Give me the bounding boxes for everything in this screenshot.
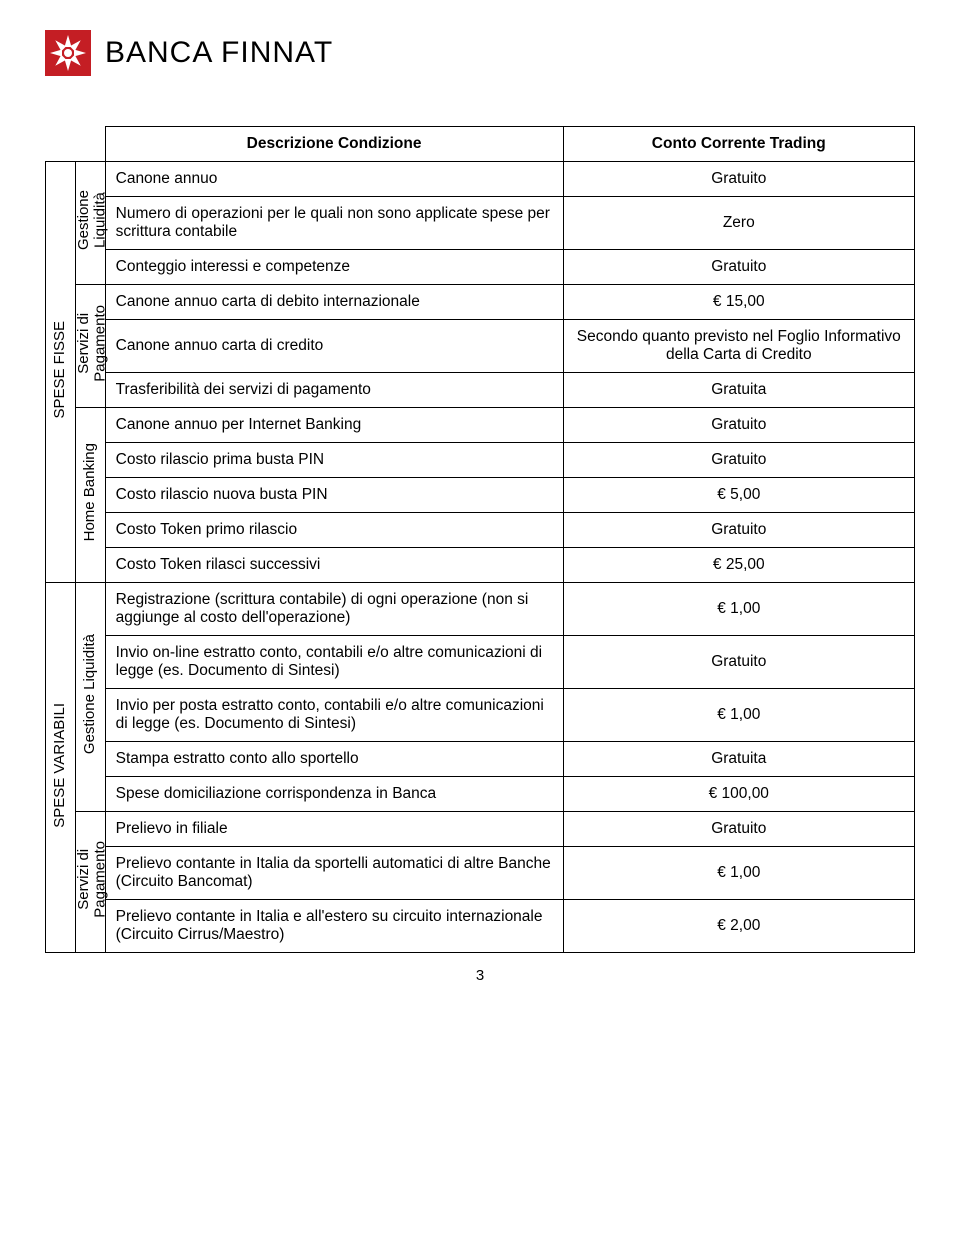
table-row: Trasferibilità dei servizi di pagamento … xyxy=(46,373,915,408)
table-row: Conteggio interessi e competenze Gratuit… xyxy=(46,250,915,285)
cell-val: € 25,00 xyxy=(563,548,914,583)
table-row: Costo rilascio prima busta PIN Gratuito xyxy=(46,443,915,478)
cell-val: Gratuita xyxy=(563,742,914,777)
cell-val: € 5,00 xyxy=(563,478,914,513)
conditions-table: Descrizione Condizione Conto Corrente Tr… xyxy=(45,126,915,953)
table-row: Invio per posta estratto conto, contabil… xyxy=(46,689,915,742)
table-row: Stampa estratto conto allo sportello Gra… xyxy=(46,742,915,777)
cell-val: Secondo quanto previsto nel Foglio Infor… xyxy=(563,320,914,373)
group-home-banking: Home Banking xyxy=(75,408,105,583)
cell-desc: Prelievo in filiale xyxy=(105,812,563,847)
cell-desc: Stampa estratto conto allo sportello xyxy=(105,742,563,777)
cell-val: € 2,00 xyxy=(563,900,914,953)
cell-val: Gratuito xyxy=(563,812,914,847)
cell-val: Gratuito xyxy=(563,443,914,478)
group-gestione-liquidita-2: Gestione Liquidità xyxy=(75,583,105,812)
cell-desc: Spese domiciliazione corrispondenza in B… xyxy=(105,777,563,812)
group-gestione-liquidita: Gestione Liquidità xyxy=(75,162,105,285)
brand-logo-icon xyxy=(45,30,91,76)
cell-desc: Invio per posta estratto conto, contabil… xyxy=(105,689,563,742)
cell-desc: Canone annuo carta di debito internazion… xyxy=(105,285,563,320)
cell-desc: Canone annuo carta di credito xyxy=(105,320,563,373)
cell-val: Gratuito xyxy=(563,636,914,689)
brand-name: BANCA FINNAT xyxy=(105,36,333,70)
table-row: SPESE VARIABILI Gestione Liquidità Regis… xyxy=(46,583,915,636)
table-row: SPESE FISSE Gestione Liquidità Canone an… xyxy=(46,162,915,197)
table-row: Prelievo contante in Italia da sportelli… xyxy=(46,847,915,900)
cell-val: Gratuito xyxy=(563,162,914,197)
cell-desc: Prelievo contante in Italia da sportelli… xyxy=(105,847,563,900)
cell-val: Gratuito xyxy=(563,513,914,548)
table-row: Prelievo contante in Italia e all'estero… xyxy=(46,900,915,953)
cell-desc: Numero di operazioni per le quali non so… xyxy=(105,197,563,250)
cell-desc: Costo Token rilasci successivi xyxy=(105,548,563,583)
table-row: Invio on-line estratto conto, contabili … xyxy=(46,636,915,689)
cell-desc: Costo rilascio prima busta PIN xyxy=(105,443,563,478)
cell-val: € 1,00 xyxy=(563,689,914,742)
table-row: Canone annuo carta di credito Secondo qu… xyxy=(46,320,915,373)
header-value: Conto Corrente Trading xyxy=(563,127,914,162)
group-spese-fisse: SPESE FISSE xyxy=(46,162,76,583)
cell-val: € 100,00 xyxy=(563,777,914,812)
table-row: Servizi di Pagamento Canone annuo carta … xyxy=(46,285,915,320)
table-row: Spese domiciliazione corrispondenza in B… xyxy=(46,777,915,812)
cell-desc: Invio on-line estratto conto, contabili … xyxy=(105,636,563,689)
cell-desc: Costo rilascio nuova busta PIN xyxy=(105,478,563,513)
group-spese-variabili: SPESE VARIABILI xyxy=(46,583,76,953)
cell-desc: Trasferibilità dei servizi di pagamento xyxy=(105,373,563,408)
cell-desc: Conteggio interessi e competenze xyxy=(105,250,563,285)
cell-val: € 15,00 xyxy=(563,285,914,320)
table-row: Home Banking Canone annuo per Internet B… xyxy=(46,408,915,443)
table-row: Costo Token primo rilascio Gratuito xyxy=(46,513,915,548)
cell-desc: Registrazione (scrittura contabile) di o… xyxy=(105,583,563,636)
cell-desc: Prelievo contante in Italia e all'estero… xyxy=(105,900,563,953)
table-header-row: Descrizione Condizione Conto Corrente Tr… xyxy=(46,127,915,162)
cell-val: € 1,00 xyxy=(563,583,914,636)
table-row: Costo Token rilasci successivi € 25,00 xyxy=(46,548,915,583)
table-row: Servizi di Pagamento Prelievo in filiale… xyxy=(46,812,915,847)
cell-val: Gratuito xyxy=(563,408,914,443)
cell-val: € 1,00 xyxy=(563,847,914,900)
cell-desc: Costo Token primo rilascio xyxy=(105,513,563,548)
page-number: 3 xyxy=(45,967,915,984)
group-servizi-pagamento: Servizi di Pagamento xyxy=(75,285,105,408)
group-servizi-pagamento-2: Servizi di Pagamento xyxy=(75,812,105,953)
cell-val: Gratuito xyxy=(563,250,914,285)
table-row: Numero di operazioni per le quali non so… xyxy=(46,197,915,250)
brand-header: BANCA FINNAT xyxy=(45,30,915,76)
table-row: Costo rilascio nuova busta PIN € 5,00 xyxy=(46,478,915,513)
header-description: Descrizione Condizione xyxy=(105,127,563,162)
cell-val: Gratuita xyxy=(563,373,914,408)
cell-desc: Canone annuo xyxy=(105,162,563,197)
cell-val: Zero xyxy=(563,197,914,250)
cell-desc: Canone annuo per Internet Banking xyxy=(105,408,563,443)
